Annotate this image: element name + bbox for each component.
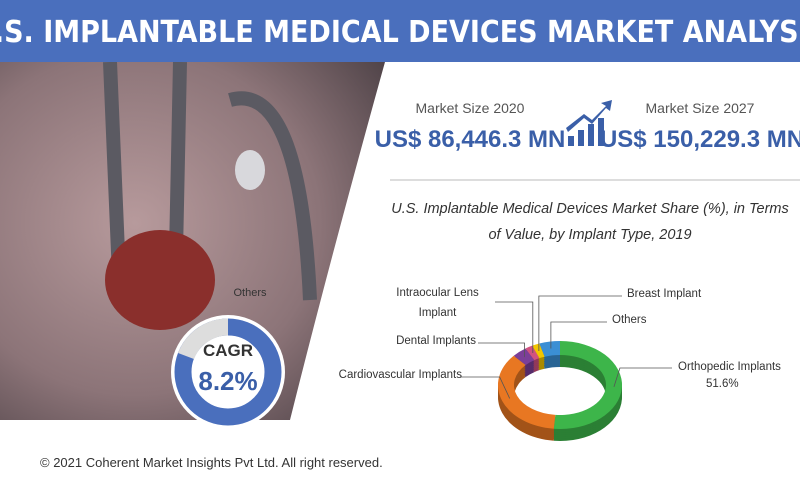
market-label: Market Size 2027 bbox=[646, 100, 755, 116]
header-band bbox=[0, 0, 800, 62]
slice bbox=[532, 343, 545, 359]
leader-line bbox=[478, 342, 525, 358]
data-label: 51.6% bbox=[706, 378, 739, 390]
legend-label: Orthopedic Implants bbox=[678, 361, 781, 373]
chart-title: U.S. Implantable Medical Devices Market … bbox=[391, 201, 789, 243]
title: U.S. IMPLANTABLE MEDICAL DEVICES MARKET … bbox=[0, 15, 800, 50]
cagr-ring-rest bbox=[178, 318, 229, 360]
slice bbox=[539, 341, 560, 357]
market-value: US$ 150,229.3 MN bbox=[600, 126, 800, 153]
leader-line bbox=[538, 295, 622, 351]
slice bbox=[513, 348, 535, 366]
growth-icon bbox=[566, 100, 612, 146]
legend-label: Dental Implants bbox=[396, 335, 476, 347]
legend-label: Others bbox=[612, 314, 647, 326]
leader-line bbox=[460, 376, 511, 399]
footer: © 2021 Coherent Market Insights Pvt Ltd.… bbox=[40, 455, 383, 470]
heart bbox=[105, 230, 215, 330]
legend-label: Breast Implant bbox=[627, 288, 702, 300]
chart-title-box: U.S. Implantable Medical Devices Market … bbox=[391, 201, 789, 243]
slice bbox=[497, 355, 556, 429]
market-value: US$ 86,446.3 MN bbox=[375, 126, 566, 153]
leader-line bbox=[495, 301, 534, 354]
slice bbox=[553, 341, 622, 429]
leader-line bbox=[613, 367, 672, 387]
pacemaker bbox=[235, 150, 265, 190]
leader-line bbox=[550, 321, 607, 349]
legend-label: Intraocular Lens Implant bbox=[396, 287, 479, 319]
legend-label: Cardiovascular Implants bbox=[338, 369, 462, 381]
cagr-label: CAGR bbox=[203, 341, 253, 360]
market-label: Market Size 2020 bbox=[416, 100, 525, 116]
cagr-note: Others bbox=[233, 287, 267, 299]
cagr-value: 8.2% bbox=[198, 366, 257, 396]
